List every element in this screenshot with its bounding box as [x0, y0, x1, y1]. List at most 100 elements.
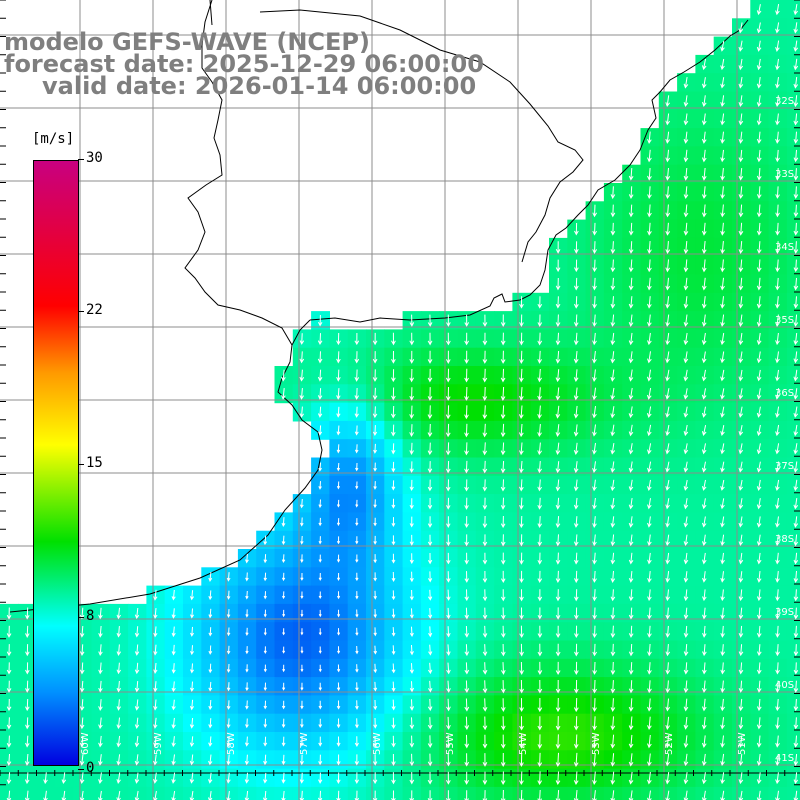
- wind-arrow: [683, 424, 689, 437]
- wind-arrow: [683, 222, 689, 236]
- wind-arrow: [793, 424, 798, 437]
- wind-arrow: [647, 186, 652, 200]
- wind-arrow: [610, 369, 616, 382]
- wind-arrow: [628, 753, 634, 767]
- wind-arrow: [756, 516, 762, 528]
- wind-arrow: [775, 95, 780, 108]
- wind-arrow: [153, 608, 158, 620]
- wind-arrow: [701, 113, 707, 126]
- wind-arrow: [756, 753, 762, 766]
- wind-arrow: [720, 698, 726, 712]
- wind-arrow: [281, 790, 286, 800]
- wind-arrow: [446, 753, 451, 767]
- wind-arrow: [555, 314, 561, 328]
- wind-arrow: [500, 350, 506, 364]
- wind-arrow: [464, 552, 469, 565]
- valid-date: valid date: 2026-01-14 06:00:00: [42, 72, 477, 100]
- wind-arrow: [300, 554, 304, 563]
- wind-arrow: [793, 40, 799, 52]
- wind-arrow: [445, 368, 451, 383]
- wind-arrow: [355, 645, 359, 655]
- wind-arrow: [610, 607, 616, 620]
- wind-arrow: [355, 682, 359, 692]
- wind-arrow: [263, 591, 267, 600]
- wind-arrow: [372, 425, 378, 437]
- wind-arrow: [793, 222, 799, 236]
- wind-arrow: [610, 406, 615, 419]
- wind-arrow: [738, 589, 744, 602]
- wind-arrow: [628, 259, 634, 273]
- wind-arrow: [208, 699, 213, 711]
- wind-arrow: [738, 644, 744, 657]
- wind-arrow: [702, 625, 707, 638]
- wind-arrow: [500, 497, 506, 510]
- wind-arrow: [116, 680, 122, 693]
- wind-cell: [786, 585, 800, 605]
- wind-arrow: [372, 772, 378, 785]
- wind-arrow: [793, 607, 799, 620]
- wind-arrow: [738, 534, 744, 547]
- wind-arrow: [610, 661, 616, 675]
- wind-arrow: [702, 571, 707, 583]
- wind-arrow: [628, 552, 634, 565]
- wind-arrow: [628, 607, 634, 620]
- wind-arrow: [482, 350, 488, 364]
- wind-arrow: [793, 131, 799, 144]
- wind-arrow: [373, 572, 377, 582]
- wind-arrow: [665, 753, 671, 767]
- wind-arrow: [153, 772, 158, 784]
- wind-arrow: [171, 699, 176, 711]
- wind-arrow: [592, 461, 597, 474]
- wind-arrow: [226, 663, 231, 673]
- wind-arrow: [738, 717, 744, 730]
- wind-arrow: [537, 752, 543, 768]
- wind-arrow: [775, 534, 780, 547]
- wind-arrow: [409, 498, 414, 510]
- wind-arrow: [683, 131, 689, 144]
- latitude-label: 41S: [775, 753, 794, 764]
- wind-arrow: [500, 662, 506, 675]
- colorbar-tick-8: 8: [77, 608, 95, 624]
- wind-arrow: [299, 736, 304, 747]
- wind-arrow: [775, 589, 780, 602]
- wind-arrow: [281, 754, 286, 766]
- wind-arrow: [702, 607, 707, 620]
- wind-arrow: [683, 314, 689, 327]
- wind-arrow: [245, 627, 249, 636]
- wind-arrow: [628, 168, 634, 181]
- wind-arrow: [244, 754, 249, 766]
- wind-arrow: [482, 479, 488, 492]
- wind-arrow: [482, 734, 488, 749]
- wind-arrow: [574, 570, 579, 584]
- wind-arrow: [299, 772, 304, 784]
- wind-arrow: [793, 186, 799, 199]
- wind-arrow: [427, 497, 433, 510]
- wind-arrow: [98, 790, 103, 800]
- wind-arrow: [134, 662, 140, 675]
- wind-arrow: [79, 754, 85, 766]
- wind-arrow: [446, 680, 451, 693]
- wind-arrow: [427, 442, 433, 456]
- wind-arrow: [574, 241, 579, 254]
- wind-arrow: [720, 552, 725, 565]
- wind-arrow: [355, 664, 359, 673]
- wind-arrow: [318, 609, 322, 618]
- wind-arrow: [793, 680, 799, 693]
- wind-arrow: [446, 698, 451, 712]
- wind-arrow: [116, 717, 122, 730]
- wind-arrow: [372, 387, 378, 401]
- wind-arrow: [775, 680, 780, 693]
- wind-arrow: [427, 461, 433, 474]
- wind-arrow: [573, 534, 579, 547]
- wind-arrow: [336, 554, 341, 563]
- wind-arrow: [391, 498, 396, 509]
- wind-arrow: [555, 679, 561, 694]
- wind-arrow: [738, 680, 744, 693]
- wind-arrow: [25, 698, 30, 712]
- wind-arrow: [428, 644, 433, 656]
- wind-arrow: [116, 644, 122, 656]
- wind-arrow: [628, 332, 634, 346]
- wind-arrow: [683, 716, 689, 730]
- wind-arrow: [409, 387, 415, 401]
- wind-arrow: [500, 625, 506, 638]
